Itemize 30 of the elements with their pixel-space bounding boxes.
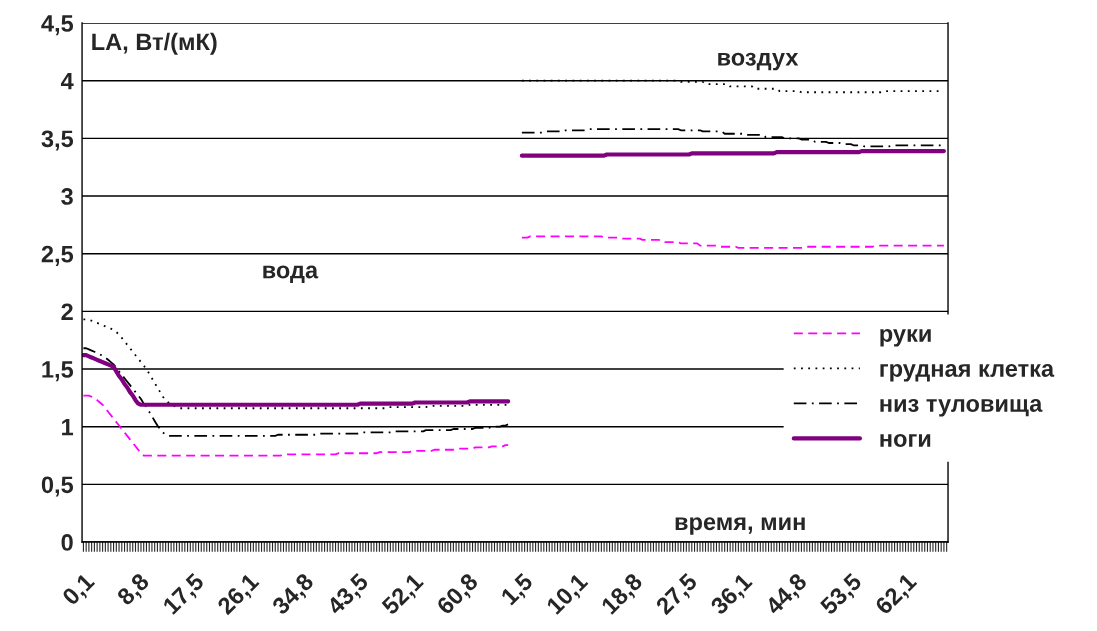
annotation: воздух (718, 52, 799, 71)
legend-label: грудная клетка (880, 363, 1055, 382)
y-tick-label: 0 (61, 534, 73, 551)
x-tick-label: 8,8 (116, 572, 153, 609)
y-tick-label: 4,5 (41, 15, 74, 36)
x-tick-label: 0,1 (61, 572, 98, 609)
legend-label: руки (880, 328, 931, 347)
annotation: вода (263, 265, 319, 283)
x-tick-label: 62,1 (874, 572, 920, 618)
x-tick-label: 43,5 (325, 572, 372, 619)
y-tick-label: 2,5 (41, 245, 74, 266)
x-tick-label: 34,8 (270, 572, 317, 618)
y-tick-label: 1 (62, 419, 74, 436)
y-tick-label: 3,5 (41, 130, 74, 151)
legend-label: низ туловища (880, 398, 1043, 417)
y-axis-title: LA, Вт/(мК) (92, 32, 217, 55)
y-tick-label: 3 (61, 188, 73, 205)
y-tick-label: 2 (61, 303, 73, 320)
y-tick-label: 0,5 (41, 476, 74, 497)
x-tick-label: 36,1 (709, 572, 756, 618)
x-tick-label: 10,1 (545, 572, 591, 618)
y-tick-label: 1,5 (42, 361, 74, 382)
x-tick-label: 60,8 (435, 572, 482, 618)
x-tick-label: 26,1 (216, 572, 263, 618)
x-tick-label: 1,5 (500, 572, 537, 609)
x-axis-title: время, мин (675, 517, 805, 535)
x-tick-label: 52,1 (380, 572, 427, 618)
x-tick-label: 44,8 (764, 572, 811, 619)
y-tick-label: 4 (60, 73, 74, 90)
legend-label: ноги (880, 433, 931, 447)
